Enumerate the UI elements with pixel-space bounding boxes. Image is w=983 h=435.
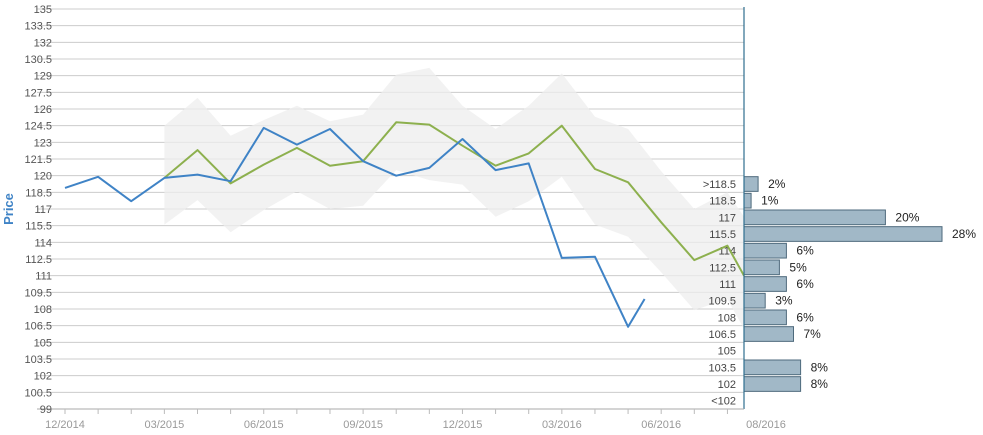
histogram: >118.5 2%118.5 1%117 20%115.5 28%114 6%112.5 5… bbox=[703, 176, 976, 408]
histogram-percent-label: 6% bbox=[796, 310, 814, 324]
histogram-bin-label: 102 bbox=[718, 379, 736, 391]
y-tick-label: 127.5 bbox=[24, 87, 52, 99]
y-axis-label: Price bbox=[1, 193, 16, 225]
histogram-bin-label: 108 bbox=[718, 312, 736, 324]
x-tick-label: 08/2016 bbox=[746, 419, 786, 431]
histogram-bar bbox=[743, 209, 886, 226]
y-tick-label: 130.5 bbox=[24, 54, 52, 66]
forecast-band bbox=[164, 67, 744, 330]
actual-line bbox=[64, 126, 646, 328]
x-tick-label: 06/2015 bbox=[244, 419, 284, 431]
histogram-percent-label: 6% bbox=[796, 277, 814, 291]
x-tick-label: 12/2014 bbox=[45, 419, 85, 431]
histogram-percent-label: 20% bbox=[895, 210, 919, 224]
histogram-bin-label: 109.5 bbox=[708, 296, 736, 308]
histogram-bin-label: <102 bbox=[711, 396, 736, 408]
y-tick-label: 99 bbox=[40, 404, 52, 416]
histogram-bin-label: 105 bbox=[718, 346, 736, 358]
axes bbox=[37, 7, 745, 410]
y-tick-label: 117 bbox=[34, 204, 52, 216]
histogram-bin-label: 103.5 bbox=[708, 362, 736, 374]
histogram-bar bbox=[743, 292, 766, 309]
histogram-bin-label: >118.5 bbox=[703, 179, 736, 191]
confidence-band bbox=[164, 67, 744, 330]
histogram-bar bbox=[743, 259, 780, 276]
histogram-percent-label: 5% bbox=[789, 260, 807, 274]
y-tick-label: 126 bbox=[34, 104, 52, 116]
histogram-bar bbox=[743, 176, 759, 192]
y-tick-label: 115.5 bbox=[25, 221, 52, 233]
histogram-bar bbox=[743, 326, 794, 342]
y-tick-label: 114 bbox=[34, 237, 52, 249]
y-axis-ticks: 135 133.5 132 130.5 129 127.5 126 124.5 123 121.5… bbox=[24, 4, 52, 416]
y-tick-label: 106.5 bbox=[24, 321, 52, 333]
x-axis-ticks: 12/2014 03/2015 06/2015 09/2015 12/2015 03/20… bbox=[45, 409, 786, 431]
y-tick-label: 132 bbox=[34, 37, 52, 49]
y-tick-label: 103.5 bbox=[24, 354, 52, 366]
y-tick-label: 109.5 bbox=[24, 287, 52, 299]
histogram-percent-label: 8% bbox=[811, 360, 829, 374]
x-tick-label: 03/2016 bbox=[542, 419, 582, 431]
histogram-bar bbox=[743, 376, 802, 392]
y-tick-label: 121.5 bbox=[24, 154, 52, 166]
histogram-bin-label: 115.5 bbox=[709, 229, 736, 241]
histogram-percent-label: 28% bbox=[952, 227, 976, 241]
histogram-bar bbox=[743, 309, 787, 326]
y-tick-label: 123 bbox=[34, 137, 52, 149]
histogram-bin-label: 111 bbox=[719, 279, 736, 291]
histogram-percent-label: 8% bbox=[811, 377, 829, 391]
y-tick-label: 111 bbox=[35, 271, 52, 283]
x-tick-label: 06/2016 bbox=[641, 419, 681, 431]
histogram-bar bbox=[743, 192, 752, 209]
y-tick-label: 100.5 bbox=[24, 387, 52, 399]
y-tick-label: 118.5 bbox=[25, 187, 52, 199]
histogram-bin-label: 106.5 bbox=[708, 329, 736, 341]
histogram-bin-label: 117 bbox=[718, 212, 736, 224]
histogram-bin-label: 118.5 bbox=[709, 196, 736, 208]
y-tick-label: 124.5 bbox=[24, 121, 52, 133]
histogram-bar bbox=[743, 359, 802, 376]
forecast-line bbox=[163, 121, 745, 277]
histogram-bin-label: 112.5 bbox=[709, 262, 736, 274]
histogram-percent-label: 1% bbox=[761, 194, 779, 208]
y-tick-label: 112.5 bbox=[25, 254, 52, 266]
y-tick-label: 120 bbox=[34, 171, 52, 183]
y-tick-label: 108 bbox=[34, 304, 52, 316]
y-tick-label: 135 bbox=[34, 4, 52, 16]
x-tick-label: 12/2015 bbox=[443, 419, 483, 431]
histogram-percent-label: 2% bbox=[768, 177, 786, 191]
histogram-percent-label: 6% bbox=[796, 244, 814, 258]
y-tick-label: 102 bbox=[34, 371, 52, 383]
y-tick-label: 133.5 bbox=[24, 21, 52, 33]
histogram-bar bbox=[743, 242, 787, 259]
y-tick-label: 129 bbox=[34, 71, 52, 83]
histogram-bar bbox=[743, 226, 943, 242]
series-lines bbox=[64, 121, 745, 328]
x-tick-label: 09/2015 bbox=[343, 419, 383, 431]
histogram-percent-label: 7% bbox=[804, 327, 822, 341]
y-tick-label: 105 bbox=[34, 337, 52, 349]
histogram-bar bbox=[743, 276, 787, 292]
histogram-percent-label: 3% bbox=[775, 294, 793, 308]
x-tick-label: 03/2015 bbox=[144, 419, 184, 431]
